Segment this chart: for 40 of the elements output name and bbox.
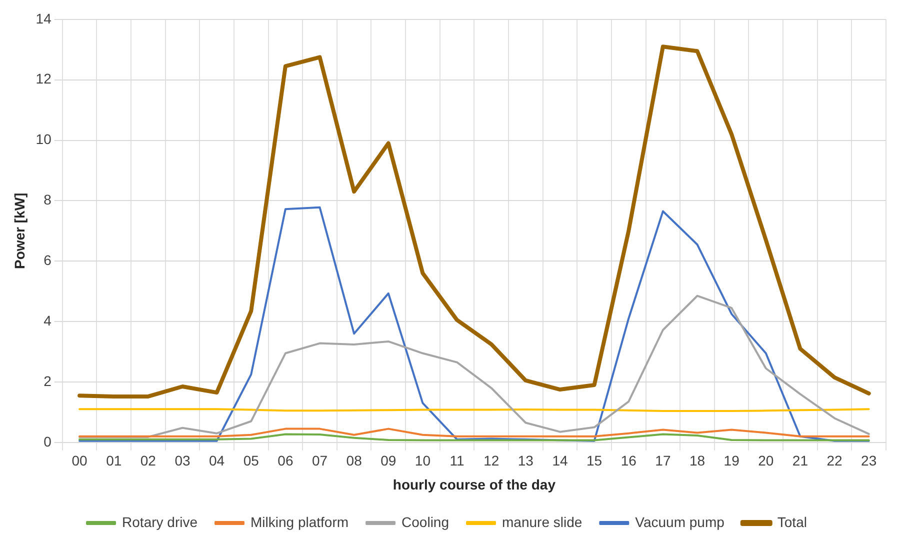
y-tick-label: 0 (44, 433, 52, 450)
x-tick-label: 20 (758, 452, 774, 469)
x-tick-label: 16 (620, 452, 637, 469)
x-tick-label: 08 (346, 452, 362, 469)
legend-label: Vacuum pump (635, 514, 725, 530)
x-tick-label: 03 (174, 452, 190, 469)
x-tick-label: 07 (312, 452, 328, 469)
x-tick-label: 12 (484, 452, 500, 469)
legend-label: Rotary drive (122, 514, 198, 530)
x-tick-label: 22 (826, 452, 843, 469)
x-tick-label: 04 (209, 452, 225, 469)
legend-label: Total (777, 514, 807, 530)
x-tick-label: 00 (72, 452, 88, 469)
y-tick-label: 8 (44, 192, 52, 208)
x-tick-label: 02 (140, 452, 156, 469)
x-tick-label: 10 (414, 452, 431, 469)
x-tick-label: 09 (380, 452, 396, 469)
x-tick-label: 01 (106, 452, 122, 469)
legend-label: Cooling (402, 514, 450, 530)
x-tick-label: 15 (586, 452, 602, 469)
y-tick-label: 10 (36, 131, 52, 148)
x-tick-label: 06 (278, 452, 294, 469)
legend-label: Milking platform (250, 514, 349, 530)
x-axis-title: hourly course of the day (392, 476, 556, 492)
y-tick-label: 4 (44, 312, 52, 328)
x-tick-label: 14 (552, 452, 568, 469)
x-tick-label: 11 (450, 452, 464, 469)
x-tick-label: 18 (689, 452, 706, 469)
x-tick-label: 19 (724, 452, 740, 469)
y-tick-label: 6 (44, 252, 52, 268)
y-tick-label: 14 (36, 10, 52, 26)
x-tick-label: 17 (655, 452, 671, 469)
x-tick-label: 13 (518, 452, 534, 469)
x-tick-label: 21 (792, 452, 808, 469)
y-axis-title: Power [kW] (11, 192, 28, 270)
x-tick-label: 23 (861, 452, 877, 469)
y-tick-label: 2 (44, 372, 52, 389)
x-tick-label: 05 (243, 452, 260, 469)
y-tick-label: 12 (36, 70, 52, 87)
legend-label: manure slide (502, 514, 582, 530)
